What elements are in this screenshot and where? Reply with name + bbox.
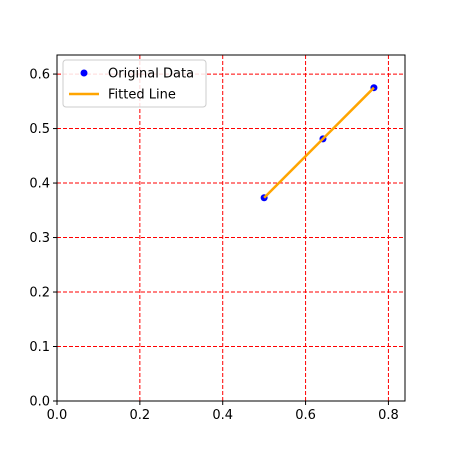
- axes-frame: [56, 54, 406, 402]
- grid-lines: [56, 55, 405, 402]
- y-tick-label: 0.2: [29, 286, 50, 301]
- y-tick-label: 0.4: [29, 177, 50, 192]
- x-tick-label: 0.0: [47, 408, 68, 423]
- y-tick-label: 0.1: [29, 340, 50, 355]
- y-tick-label: 0.6: [29, 68, 50, 83]
- x-axis-ticks: 0.0 0.2 0.4 0.6 0.8: [47, 401, 399, 423]
- y-tick-label: 0.3: [29, 231, 50, 246]
- fitted-line-layer: [263, 86, 375, 199]
- x-tick-label: 0.8: [378, 408, 399, 423]
- legend-label-original-data: Original Data: [108, 67, 194, 82]
- x-tick-label: 0.4: [212, 408, 233, 423]
- fitted-line: [263, 86, 375, 199]
- x-tick-label: 0.6: [295, 408, 316, 423]
- legend-marker-original-data: [80, 69, 88, 77]
- y-tick-label: 0.0: [29, 395, 50, 410]
- y-axis-ticks: 0.0 0.1 0.2 0.3 0.4 0.5 0.6: [29, 68, 57, 410]
- x-tick-label: 0.2: [130, 408, 151, 423]
- legend: Original Data Fitted Line: [62, 59, 207, 108]
- legend-label-fitted-line: Fitted Line: [108, 88, 176, 103]
- y-tick-label: 0.5: [29, 122, 50, 137]
